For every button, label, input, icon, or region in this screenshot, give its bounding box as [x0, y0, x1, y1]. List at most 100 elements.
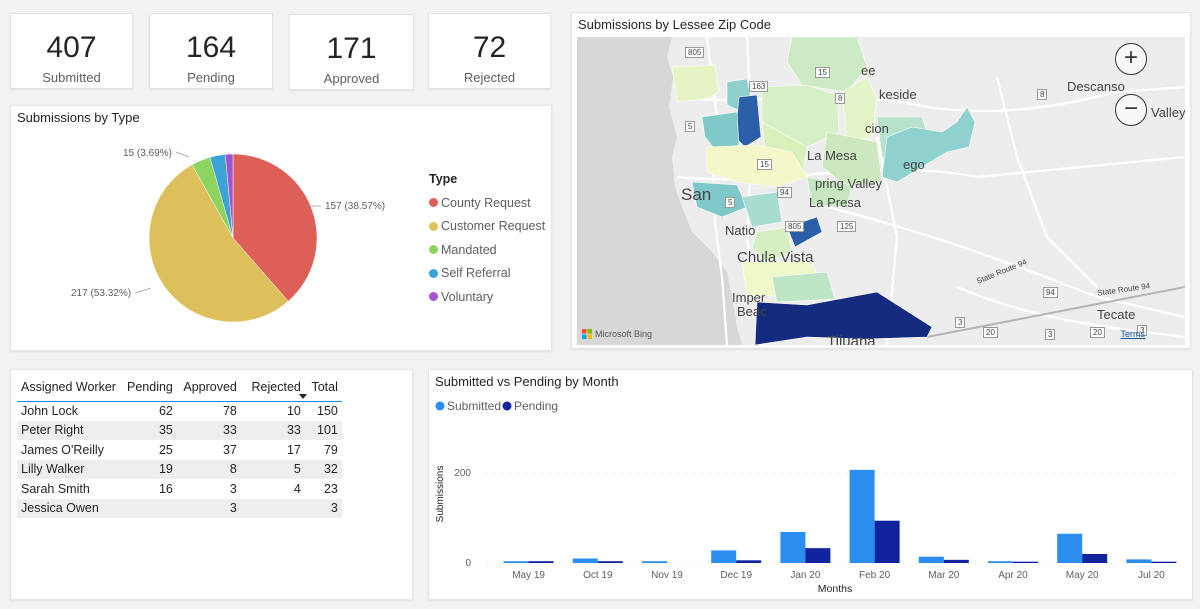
table-row[interactable]: Lilly Walker 19 8 5 32	[17, 459, 342, 479]
sort-descending-icon[interactable]	[299, 394, 307, 399]
table-row[interactable]: Peter Right 35 33 33 101	[17, 420, 342, 440]
cell-approved: 33	[176, 420, 241, 440]
zoom-out-button[interactable]: −	[1115, 94, 1147, 126]
bar-submitted-jul-20[interactable]	[1126, 559, 1152, 563]
bar-submitted-dec-19[interactable]	[711, 550, 737, 563]
place-label: Natio	[725, 223, 756, 238]
bar-submitted-apr-20[interactable]	[988, 561, 1013, 563]
visual-title: Submissions by Type	[17, 110, 140, 125]
bar-submitted-may-20[interactable]	[1057, 533, 1083, 563]
bar-pending-jul-20[interactable]	[1151, 561, 1177, 563]
legend-label-pending[interactable]: Pending	[514, 399, 558, 413]
kpi-value: 164	[185, 31, 237, 64]
pie-slice-county-request[interactable]	[232, 153, 318, 302]
worker-table-visual[interactable]: Assigned Worker Pending Approved Rejecte…	[10, 369, 413, 600]
table-row[interactable]: Jessica Owen 3 3	[17, 498, 342, 518]
cell-pending: 25	[158, 442, 173, 457]
bar-submitted-nov-19[interactable]	[642, 561, 667, 563]
road-shield: 8	[835, 93, 846, 104]
cell-pending: 35	[123, 420, 177, 440]
legend-label-submitted[interactable]: Submitted	[447, 399, 501, 413]
leader-line	[175, 151, 190, 158]
bar-submitted-jan-20[interactable]	[780, 531, 806, 563]
zip-region[interactable]	[691, 181, 748, 218]
table-row[interactable]: Sarah Smith 16 3 4 23	[17, 479, 342, 499]
zip-region[interactable]	[786, 37, 868, 93]
pie-slice-voluntary[interactable]	[224, 153, 234, 239]
bar-pending-oct-19[interactable]	[597, 561, 623, 563]
zip-region[interactable]	[881, 106, 976, 183]
bar-submitted-mar-20[interactable]	[918, 556, 944, 563]
bar-pending-may-20[interactable]	[1082, 554, 1108, 563]
cell-approved: 37	[222, 442, 237, 457]
kpi-submitted: 407 Submitted	[10, 13, 133, 89]
road-shield: 8	[1037, 89, 1048, 100]
ocean	[577, 37, 742, 345]
legend-item-self-referral[interactable]: Self Referral	[429, 262, 545, 286]
bar-submitted-may-19[interactable]	[503, 561, 529, 563]
cell-pending: 19	[123, 459, 177, 479]
zip-region[interactable]	[754, 291, 933, 345]
road-shield: 15	[757, 159, 772, 170]
zip-region[interactable]	[771, 271, 836, 303]
zip-region[interactable]	[734, 94, 762, 148]
zip-region[interactable]	[841, 76, 878, 143]
x-tick-label: May 19	[512, 570, 545, 581]
bar-pending-apr-20[interactable]	[1013, 561, 1038, 563]
x-axis-title: Months	[818, 583, 852, 595]
pie-slice-customer-request[interactable]	[148, 164, 289, 323]
bar-pending-feb-20[interactable]	[874, 520, 900, 563]
zip-region[interactable]	[806, 176, 853, 208]
bar-chart: Submitted Pending May 19 Oct 19 Nov 19 Dec …	[435, 399, 1179, 595]
bar-pending-may-19[interactable]	[528, 561, 554, 563]
zip-region[interactable]	[751, 226, 793, 263]
cell-worker: Lilly Walker	[17, 459, 123, 479]
border-line	[926, 286, 1185, 338]
table-row[interactable]: John Lock 62 78 10 150	[17, 401, 342, 421]
map-visual[interactable]: Submissions by Lessee Zip Code	[571, 12, 1191, 349]
bar-pending-dec-19[interactable]	[736, 560, 762, 563]
kpi-label: Rejected	[463, 70, 516, 85]
pie-chart-visual[interactable]: Submissions by Type 15 (3.69%) 157 (38.5…	[10, 105, 552, 351]
legend-dot	[429, 292, 438, 302]
zip-region[interactable]	[741, 191, 783, 228]
road-shield: 15	[815, 67, 830, 78]
bar-submitted-feb-20[interactable]	[849, 469, 875, 563]
legend-item-county-request[interactable]: County Request	[429, 191, 545, 215]
kpi-value: 171	[326, 32, 377, 65]
bar-chart-visual[interactable]: Submitted vs Pending by Month Submitted …	[428, 369, 1193, 600]
cell-rejected: 33	[240, 420, 305, 440]
visual-title: Submissions by Lessee Zip Code	[578, 17, 771, 32]
column-header-pending[interactable]: Pending	[123, 375, 177, 402]
column-header-total[interactable]: Total	[304, 375, 342, 402]
bar-submitted-oct-19[interactable]	[572, 558, 598, 564]
bar-pending-jan-20[interactable]	[805, 548, 831, 563]
legend-dot	[429, 221, 438, 231]
legend-item-mandated[interactable]: Mandated	[429, 238, 545, 262]
column-header-approved[interactable]: Approved	[176, 375, 241, 402]
zip-code-map[interactable]: San La Mesa pring Valley La Presa Chula …	[577, 37, 1185, 345]
y-axis-title: Submissions	[435, 466, 446, 523]
bar-pending-mar-20[interactable]	[943, 559, 969, 563]
cell-pending: 16	[158, 481, 173, 496]
legend-dot-pending	[502, 401, 512, 411]
road-shield: 3	[1137, 325, 1148, 336]
legend-item-customer-request[interactable]: Customer Request	[429, 215, 545, 239]
kpi-approved: 171 Approved	[289, 14, 414, 90]
road-shield: 5	[725, 197, 736, 208]
zoom-in-button[interactable]: +	[1115, 43, 1147, 75]
x-tick-label: May 20	[1066, 570, 1099, 581]
table-row[interactable]: James O'Reilly 25 37 17 79	[17, 440, 342, 460]
column-header-rejected[interactable]: Rejected	[240, 375, 305, 402]
cell-total: 150	[317, 404, 338, 418]
pie-legend: Type County Request Customer Request Man…	[429, 172, 545, 309]
zip-region[interactable]	[671, 64, 720, 103]
kpi-label: Pending	[187, 70, 235, 85]
legend-item-voluntary[interactable]: Voluntary	[429, 285, 545, 309]
cell-total: 79	[323, 442, 338, 457]
column-header-worker[interactable]: Assigned Worker	[17, 375, 123, 402]
terms-link[interactable]: Terms	[1120, 329, 1146, 339]
kpi-label: Approved	[323, 71, 380, 86]
zip-region[interactable]	[821, 131, 883, 188]
pie-chart: 15 (3.69%) 157 (38.57%) 217 (53.32%)	[71, 148, 385, 323]
